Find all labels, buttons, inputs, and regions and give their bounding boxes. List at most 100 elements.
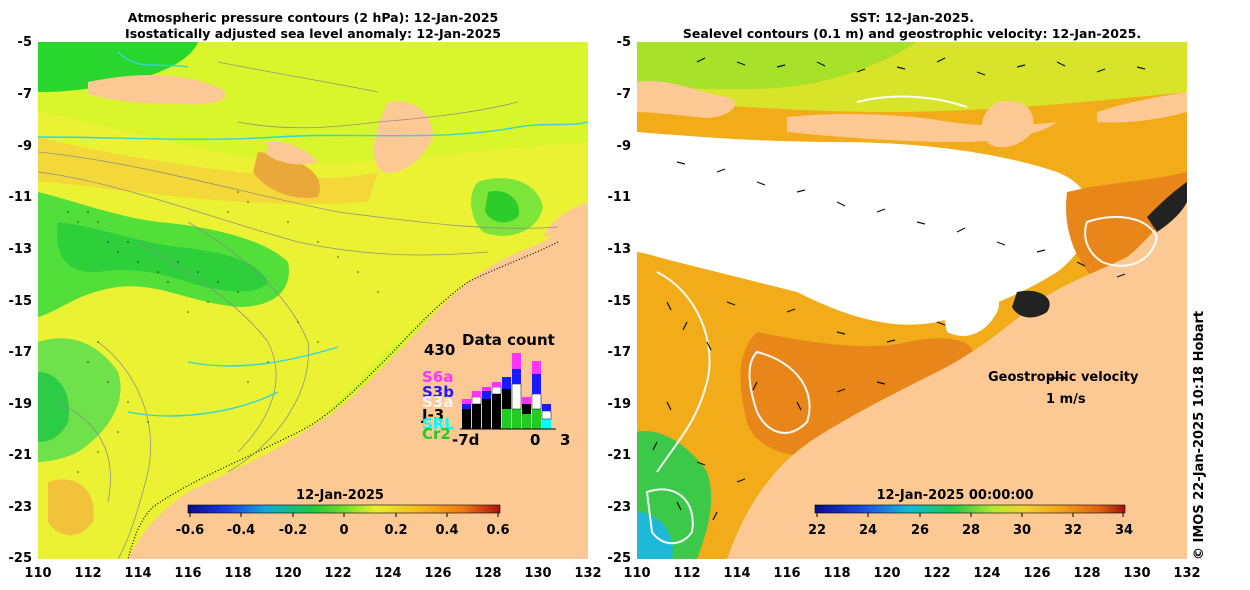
sat-cr2: Cr2	[422, 425, 451, 443]
lon-label: 132	[1173, 566, 1201, 581]
sea-level-anomaly-canvas	[38, 42, 588, 559]
lat-label: -21	[8, 448, 33, 463]
right-cbar-tick: 22	[807, 523, 827, 538]
sla-low-anomaly-east	[485, 191, 519, 223]
left-cbar-tick: -0.6	[175, 523, 205, 538]
right-cbar-tick: 24	[858, 523, 878, 538]
sla-colorbar	[187, 504, 501, 517]
timor-land	[373, 101, 433, 173]
lon-label: 118	[823, 566, 851, 581]
lat-label: -13	[8, 242, 33, 257]
left-cbar-tick: 0.2	[384, 523, 408, 538]
lon-label: 126	[424, 566, 452, 581]
left-cbar-tick: 0.4	[435, 523, 459, 538]
lat-label: -19	[607, 397, 632, 412]
java-land	[88, 75, 226, 105]
lat-label: -25	[607, 551, 632, 566]
lon-label: 112	[673, 566, 701, 581]
lon-label: 110	[623, 566, 651, 581]
lat-label: -21	[607, 448, 632, 463]
sst-map	[637, 42, 1187, 559]
australia-land-sst	[727, 202, 1187, 559]
lon-label: 116	[174, 566, 202, 581]
right-cbar-tick: 30	[1012, 523, 1032, 538]
lat-label: -23	[8, 500, 33, 515]
lat-label: -5	[616, 35, 631, 50]
data-count-bars	[460, 353, 556, 430]
data-count-x-start: -7d	[452, 431, 480, 449]
lat-label: -11	[607, 190, 632, 205]
lon-label: 130	[1123, 566, 1151, 581]
sst-canvas	[637, 42, 1187, 559]
lat-label: -25	[8, 551, 33, 566]
data-count-x-end: 3	[560, 431, 571, 449]
lon-label: 124	[973, 566, 1001, 581]
cloud-mask	[637, 132, 1091, 325]
left-title-line2: Isostatically adjusted sea level anomaly…	[125, 26, 501, 41]
velocity-scale-arrow	[1047, 374, 1066, 382]
lon-label: 110	[24, 566, 52, 581]
left-colorbar-title: 12-Jan-2025	[296, 488, 384, 503]
lat-label: -7	[616, 87, 631, 102]
lat-label: -17	[607, 345, 632, 360]
sst-colorbar	[814, 504, 1126, 517]
lat-label: -13	[607, 242, 632, 257]
lon-label: 116	[773, 566, 801, 581]
lat-label: -11	[8, 190, 33, 205]
right-cbar-tick: 34	[1114, 523, 1134, 538]
lon-label: 128	[1073, 566, 1101, 581]
australia-land	[128, 202, 588, 559]
left-cbar-tick: -0.4	[226, 523, 256, 538]
sat-j3: J-3	[422, 406, 445, 424]
left-title-line1: Atmospheric pressure contours (2 hPa): 1…	[127, 10, 499, 25]
lon-label: 124	[374, 566, 402, 581]
imos-credit: © IMOS 22-Jan-2025 10:18 Hobart	[1192, 310, 1207, 560]
sea-level-anomaly-map	[38, 42, 588, 559]
left-cbar-tick: 0	[339, 523, 349, 538]
lat-label: -9	[17, 139, 32, 154]
lon-label: 122	[324, 566, 352, 581]
lat-label: -23	[607, 500, 632, 515]
lon-label: 114	[723, 566, 751, 581]
lon-label: 122	[923, 566, 951, 581]
lon-label: 132	[574, 566, 602, 581]
sat-srl: SRL	[422, 415, 454, 433]
sat-s6a: S6a	[422, 368, 454, 386]
right-panel-title: SST: 12-Jan-2025. Sealevel contours (0.1…	[637, 10, 1187, 42]
lat-label: -15	[607, 294, 632, 309]
sat-s3b: S3b	[422, 383, 454, 401]
sla-high-anomaly	[253, 152, 320, 198]
sat-s3a: S3a	[422, 393, 454, 411]
java-land-sst	[637, 80, 736, 118]
stipple-dots	[67, 191, 379, 473]
sla-low-anomaly-north	[38, 42, 198, 92]
left-panel-title: Atmospheric pressure contours (2 hPa): 1…	[38, 10, 588, 42]
lon-label: 120	[274, 566, 302, 581]
lon-label: 120	[873, 566, 901, 581]
data-count-max: 430	[424, 341, 456, 359]
data-count-title: Data count	[462, 331, 555, 349]
right-colorbar-title: 12-Jan-2025 00:00:00	[876, 488, 1034, 503]
left-cbar-tick: -0.2	[278, 523, 308, 538]
lat-label: -19	[8, 397, 33, 412]
lon-label: 118	[224, 566, 252, 581]
left-cbar-tick: 0.6	[486, 523, 510, 538]
lat-label: -9	[616, 139, 631, 154]
velocity-legend-scale: 1 m/s	[1046, 392, 1086, 407]
lat-label: -15	[8, 294, 33, 309]
lat-label: -17	[8, 345, 33, 360]
lat-label: -7	[17, 87, 32, 102]
right-title-line1: SST: 12-Jan-2025.	[850, 10, 974, 25]
right-cbar-tick: 26	[910, 523, 930, 538]
right-cbar-tick: 28	[961, 523, 981, 538]
velocity-arrows	[652, 57, 1146, 521]
lon-label: 128	[474, 566, 502, 581]
lon-label: 112	[74, 566, 102, 581]
data-count-x-zero: 0	[530, 431, 541, 449]
lon-label: 114	[124, 566, 152, 581]
lat-label: -5	[17, 35, 32, 50]
right-title-line2: Sealevel contours (0.1 m) and geostrophi…	[682, 26, 1142, 41]
right-cbar-tick: 32	[1063, 523, 1083, 538]
lon-label: 130	[524, 566, 552, 581]
velocity-legend-label: Geostrophic velocity	[988, 370, 1139, 385]
